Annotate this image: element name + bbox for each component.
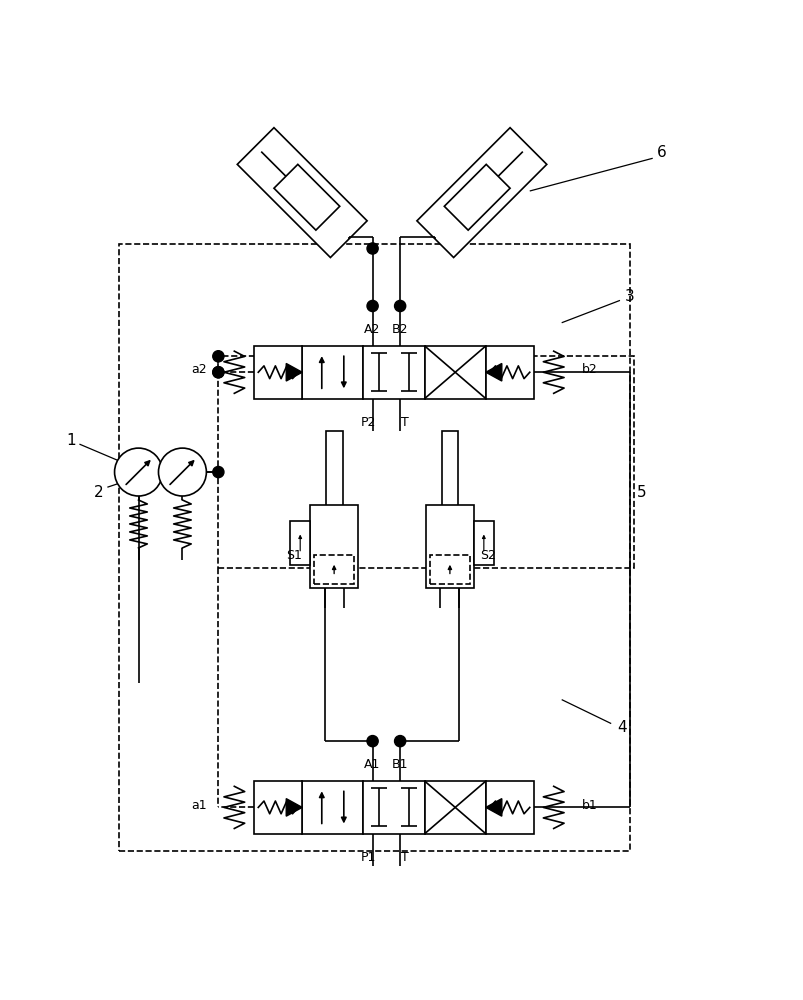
Bar bbox=[302, 781, 363, 834]
Text: A1: A1 bbox=[364, 758, 381, 771]
Text: T: T bbox=[401, 851, 409, 864]
Bar bbox=[485, 346, 533, 399]
Text: S1: S1 bbox=[286, 549, 302, 562]
Circle shape bbox=[213, 351, 224, 362]
Circle shape bbox=[366, 736, 377, 747]
Bar bbox=[473, 521, 493, 565]
Circle shape bbox=[213, 367, 224, 378]
Polygon shape bbox=[485, 799, 501, 816]
Bar bbox=[325, 431, 342, 508]
Bar bbox=[363, 781, 424, 834]
Bar bbox=[485, 781, 533, 834]
Polygon shape bbox=[417, 128, 546, 258]
Circle shape bbox=[213, 466, 224, 478]
Circle shape bbox=[366, 243, 377, 254]
Text: 5: 5 bbox=[636, 485, 646, 500]
Text: 3: 3 bbox=[624, 289, 634, 304]
Polygon shape bbox=[237, 128, 367, 258]
Polygon shape bbox=[286, 799, 302, 816]
Polygon shape bbox=[274, 164, 340, 230]
Text: b1: b1 bbox=[581, 799, 597, 812]
Text: a2: a2 bbox=[190, 363, 206, 376]
Text: 6: 6 bbox=[656, 145, 666, 160]
Text: A2: A2 bbox=[364, 323, 381, 336]
Bar bbox=[218, 356, 633, 568]
Bar bbox=[424, 346, 485, 399]
Text: P2: P2 bbox=[361, 416, 376, 429]
Bar bbox=[363, 346, 424, 399]
Circle shape bbox=[366, 300, 377, 312]
Bar bbox=[441, 431, 458, 508]
Text: T: T bbox=[401, 416, 409, 429]
Text: 1: 1 bbox=[66, 433, 75, 448]
Bar bbox=[313, 555, 354, 584]
Text: 4: 4 bbox=[616, 720, 626, 735]
Bar bbox=[290, 521, 310, 565]
Text: 2: 2 bbox=[94, 485, 104, 500]
Bar bbox=[426, 505, 473, 588]
Bar bbox=[429, 555, 470, 584]
Text: B1: B1 bbox=[391, 758, 408, 771]
Text: b2: b2 bbox=[581, 363, 597, 376]
Bar bbox=[254, 781, 302, 834]
Text: B2: B2 bbox=[391, 323, 408, 336]
Circle shape bbox=[114, 448, 162, 496]
Circle shape bbox=[394, 736, 406, 747]
Bar bbox=[310, 505, 357, 588]
Polygon shape bbox=[444, 164, 509, 230]
Bar bbox=[118, 244, 629, 851]
Circle shape bbox=[394, 300, 406, 312]
Text: P1: P1 bbox=[361, 851, 376, 864]
Polygon shape bbox=[485, 363, 501, 381]
Bar bbox=[424, 781, 485, 834]
Circle shape bbox=[213, 367, 224, 378]
Text: a1: a1 bbox=[190, 799, 206, 812]
Polygon shape bbox=[286, 363, 302, 381]
Bar bbox=[254, 346, 302, 399]
Text: S2: S2 bbox=[479, 549, 495, 562]
Circle shape bbox=[158, 448, 206, 496]
Bar bbox=[302, 346, 363, 399]
